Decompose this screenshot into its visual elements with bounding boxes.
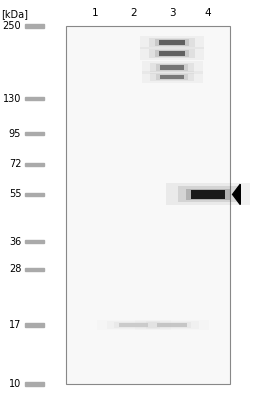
Text: [kDa]: [kDa]: [1, 9, 28, 19]
Text: 10: 10: [9, 379, 21, 389]
Bar: [114, 322, 153, 328]
Text: 95: 95: [9, 129, 21, 139]
Bar: [159, 40, 185, 45]
Text: 4: 4: [205, 8, 212, 18]
Bar: [119, 323, 149, 327]
Bar: [187, 189, 230, 200]
Text: 2: 2: [130, 8, 137, 18]
Bar: [157, 323, 187, 327]
Bar: [97, 320, 171, 330]
Bar: [66, 26, 230, 384]
Text: 1: 1: [92, 8, 98, 18]
Polygon shape: [233, 184, 240, 204]
Text: 17: 17: [9, 320, 21, 330]
Text: 55: 55: [9, 189, 21, 199]
Text: 130: 130: [3, 94, 21, 104]
Text: 28: 28: [9, 264, 21, 274]
Bar: [25, 240, 44, 243]
Bar: [25, 382, 44, 386]
Bar: [25, 132, 44, 135]
Bar: [167, 183, 250, 205]
Bar: [159, 51, 185, 56]
Bar: [160, 65, 185, 70]
Bar: [140, 47, 204, 60]
Bar: [25, 268, 44, 271]
Bar: [25, 97, 44, 100]
Bar: [155, 50, 189, 57]
Bar: [149, 49, 195, 58]
Bar: [25, 163, 44, 166]
Bar: [142, 61, 203, 74]
Bar: [156, 74, 188, 80]
Bar: [149, 38, 195, 48]
Bar: [155, 39, 189, 46]
Bar: [160, 75, 185, 80]
Text: 36: 36: [9, 236, 21, 246]
Bar: [107, 321, 160, 328]
Bar: [153, 322, 191, 328]
Text: 72: 72: [9, 160, 21, 170]
Bar: [156, 64, 188, 71]
Bar: [191, 190, 225, 199]
Bar: [145, 321, 199, 328]
Bar: [178, 186, 238, 202]
Text: 250: 250: [3, 21, 21, 31]
Bar: [150, 73, 194, 81]
Bar: [142, 71, 203, 83]
Bar: [140, 36, 204, 49]
Bar: [25, 24, 44, 28]
Bar: [25, 193, 44, 196]
Bar: [150, 63, 194, 72]
Bar: [135, 320, 209, 330]
Bar: [25, 323, 44, 326]
Text: 3: 3: [169, 8, 176, 18]
